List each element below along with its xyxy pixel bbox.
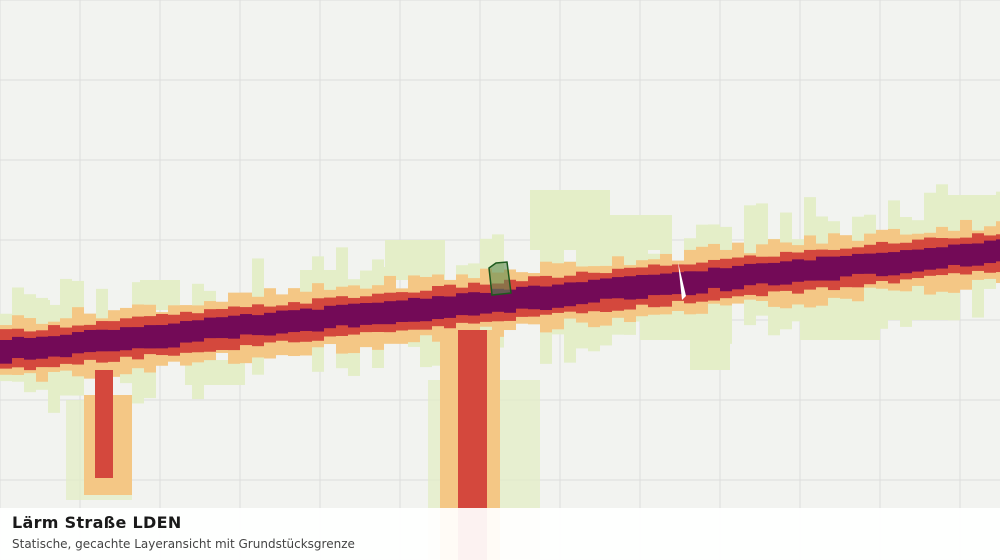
noise-band-max <box>360 303 372 325</box>
noise-band-max <box>948 244 960 265</box>
panel-subtitle: Statische, gecachte Layeransicht mit Gru… <box>12 537 355 551</box>
noise-band-low <box>185 360 245 385</box>
noise-band-max <box>96 329 108 352</box>
noise-band-low <box>385 240 445 280</box>
noise-band-max <box>744 263 756 286</box>
noise-band-max <box>216 317 228 339</box>
noise-band-max <box>804 260 816 281</box>
noise-band-max <box>120 327 132 351</box>
noise-band-max <box>156 325 168 349</box>
noise-band-max <box>708 267 720 288</box>
noise-band-max <box>516 286 528 309</box>
noise-band-max <box>72 332 84 354</box>
noise-band-max <box>240 314 252 335</box>
noise-band-max <box>576 282 588 305</box>
noise-band-max <box>288 310 300 333</box>
noise-band-max <box>792 259 804 282</box>
noise-band-max <box>720 268 732 292</box>
noise-band-max <box>504 289 516 313</box>
noise-band-max <box>876 252 888 277</box>
noise-band-max <box>192 320 204 342</box>
noise-band-max <box>84 329 96 353</box>
noise-band-max <box>276 310 288 334</box>
noise-band-max <box>108 329 120 352</box>
noise-band-max <box>696 271 708 294</box>
noise-band-max <box>264 312 276 336</box>
noise-band-max <box>48 336 60 357</box>
noise-band-max <box>312 309 324 332</box>
info-panel: Lärm Straße LDEN Statische, gecachte Lay… <box>0 508 1000 560</box>
noise-band-max <box>36 336 48 359</box>
noise-band-max <box>960 243 972 267</box>
noise-band-max <box>432 296 444 320</box>
noise-band-max <box>936 247 948 269</box>
noise-band-max <box>852 253 864 274</box>
map-artifact <box>678 262 686 300</box>
panel-title: Lärm Straße LDEN <box>12 513 182 532</box>
noise-band-max <box>756 263 768 284</box>
noise-band-max <box>612 277 624 299</box>
noise-band-low <box>530 190 610 250</box>
noise-band-max <box>552 284 564 308</box>
noise-band-max <box>660 273 672 295</box>
noise-band-max <box>372 302 384 325</box>
noise-band-high <box>95 370 113 478</box>
noise-band-max <box>444 296 456 318</box>
noise-band-max <box>600 278 612 299</box>
noise-band-max <box>12 336 24 359</box>
noise-band-max <box>468 292 480 316</box>
noise-band-max <box>912 249 924 272</box>
noise-band-max <box>300 308 312 332</box>
parcel-boundary <box>488 261 512 296</box>
noise-band-max <box>540 286 552 311</box>
noise-band-max <box>816 256 828 281</box>
noise-band-max <box>420 298 432 322</box>
noise-band-low <box>600 215 670 250</box>
noise-band-max <box>864 253 876 274</box>
noise-band-max <box>204 317 216 339</box>
noise-band-max <box>996 239 1000 262</box>
noise-band-max <box>732 265 744 290</box>
noise-band-max <box>984 240 996 264</box>
noise-band-max <box>564 282 576 307</box>
noise-band-max <box>324 305 336 329</box>
noise-band-max <box>924 248 936 270</box>
noise-band-max <box>768 262 780 286</box>
noise-band-max <box>648 274 660 296</box>
noise-band-max <box>636 274 648 299</box>
noise-band-max <box>336 304 348 326</box>
noise-band-max <box>624 276 636 300</box>
noise-band-max <box>972 243 984 266</box>
noise-band-max <box>168 323 180 348</box>
noise-band-max <box>0 339 12 364</box>
noise-band-max <box>480 292 492 314</box>
noise-band-max <box>828 256 840 281</box>
noise-band-max <box>456 293 468 316</box>
noise-band-max <box>888 252 900 276</box>
noise-band-max <box>684 271 696 296</box>
noise-band-max <box>24 337 36 360</box>
noise-band-max <box>132 327 144 349</box>
noise-band-max <box>840 255 852 277</box>
noise-band-max <box>384 301 396 325</box>
noise-band-max <box>180 321 192 343</box>
noise-band-max <box>228 315 240 339</box>
noise-band-max <box>408 297 420 322</box>
noise-band-max <box>588 279 600 303</box>
noise-band-max <box>60 334 72 358</box>
noise-band-max <box>780 261 792 285</box>
noise-band-max <box>528 285 540 310</box>
noise-band-max <box>144 325 156 349</box>
noise-layer <box>0 184 1000 560</box>
noise-band-max <box>252 315 264 336</box>
noise-band-max <box>348 303 360 328</box>
noise-band-max <box>396 300 408 322</box>
noise-band-max <box>900 250 912 274</box>
